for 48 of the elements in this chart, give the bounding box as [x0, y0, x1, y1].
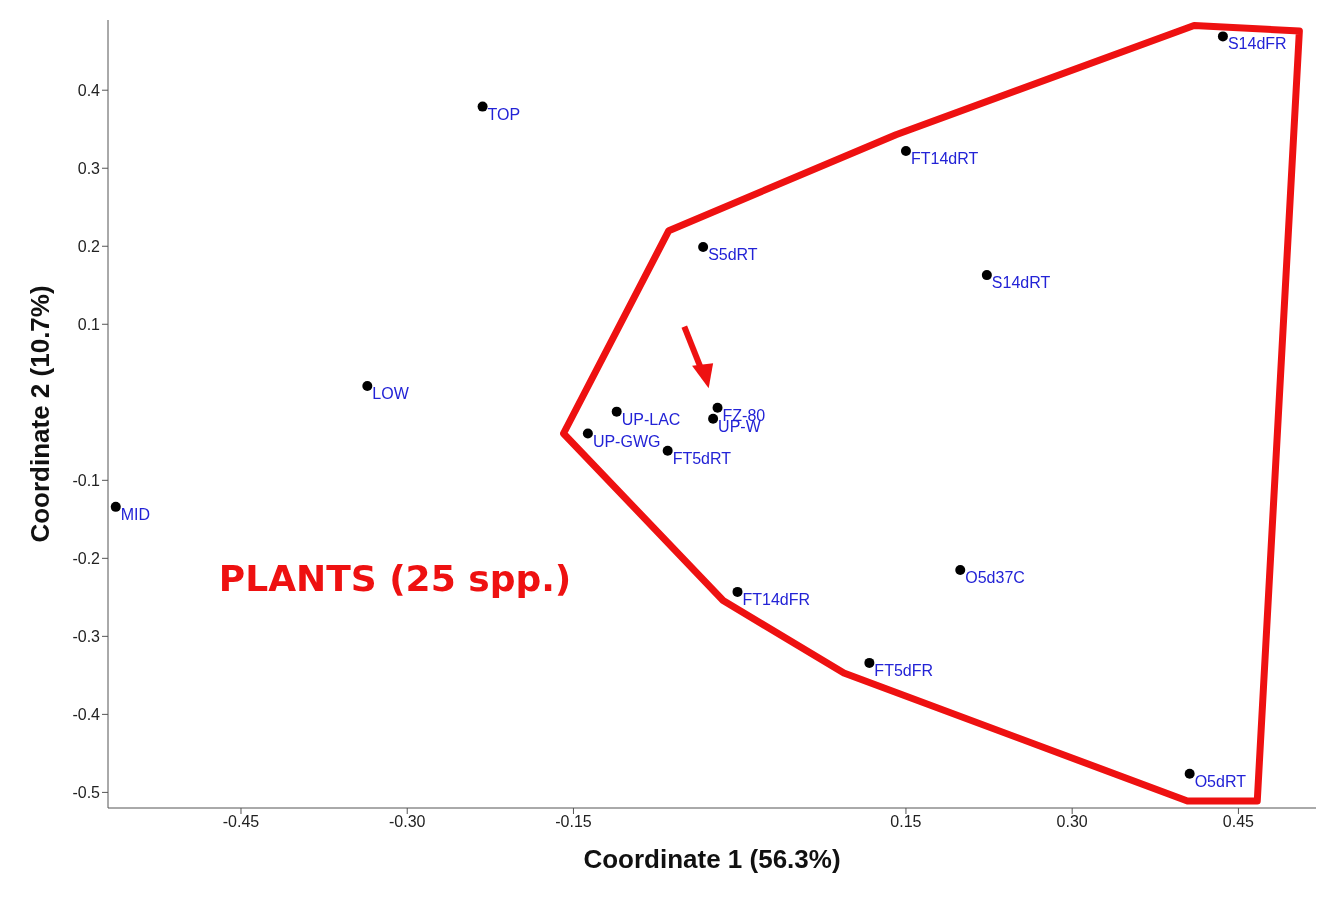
point — [582, 428, 593, 439]
series-label: O5d37C — [965, 569, 1025, 587]
series-label: FT5dRT — [672, 449, 732, 467]
series-label: O5dRT — [1194, 772, 1247, 790]
x-tick-label: 0.30 — [1056, 813, 1088, 831]
series-label: FT5dFR — [874, 661, 934, 679]
point — [698, 242, 709, 253]
series-label: UP-LAC — [621, 410, 681, 428]
y-tick-label: 0.2 — [77, 237, 101, 255]
point — [611, 406, 622, 417]
y-axis-title: Coordinate 2 (10.7%) — [25, 285, 56, 543]
annotation: PLANTS (25 spp.) — [218, 558, 572, 600]
point — [477, 101, 488, 112]
point — [1184, 768, 1195, 779]
y-tick-label: -0.5 — [72, 784, 101, 802]
point — [981, 270, 992, 281]
y-tick-label: -0.4 — [72, 706, 101, 724]
series-label: FT14dFR — [742, 590, 811, 608]
point — [712, 402, 723, 413]
x-tick-label: -0.30 — [388, 813, 426, 831]
x-axis-title: Coordinate 1 (56.3%) — [583, 844, 841, 874]
x-tick-label: 0.15 — [890, 813, 922, 831]
x-tick-label: -0.45 — [222, 813, 260, 831]
y-tick-label: -0.3 — [72, 628, 101, 646]
point — [900, 146, 911, 157]
point — [1217, 31, 1228, 42]
point — [362, 380, 373, 391]
x-tick-label: -0.15 — [555, 813, 592, 831]
series-label: FT14dRT — [910, 150, 979, 168]
point — [662, 445, 673, 456]
point — [864, 657, 875, 668]
point — [955, 565, 966, 576]
point — [110, 501, 121, 512]
series-label: TOP — [487, 105, 521, 123]
point — [732, 586, 743, 597]
y-tick-label: -0.1 — [72, 472, 101, 489]
series-label: S5dRT — [708, 246, 758, 264]
point — [708, 413, 719, 424]
series-label: MID — [120, 505, 151, 523]
y-tick-label: 0.3 — [77, 159, 101, 177]
series-label: S14dRT — [991, 274, 1051, 292]
y-tick-label: -0.2 — [72, 550, 101, 568]
series-label: S14dFR — [1227, 35, 1287, 53]
series-label: UP-GWG — [592, 432, 661, 450]
y-tick-label: 0.1 — [77, 315, 101, 333]
y-tick-label: 0.4 — [77, 81, 101, 99]
series-label: LOW — [372, 384, 410, 402]
x-tick-label: 0.45 — [1222, 813, 1255, 831]
